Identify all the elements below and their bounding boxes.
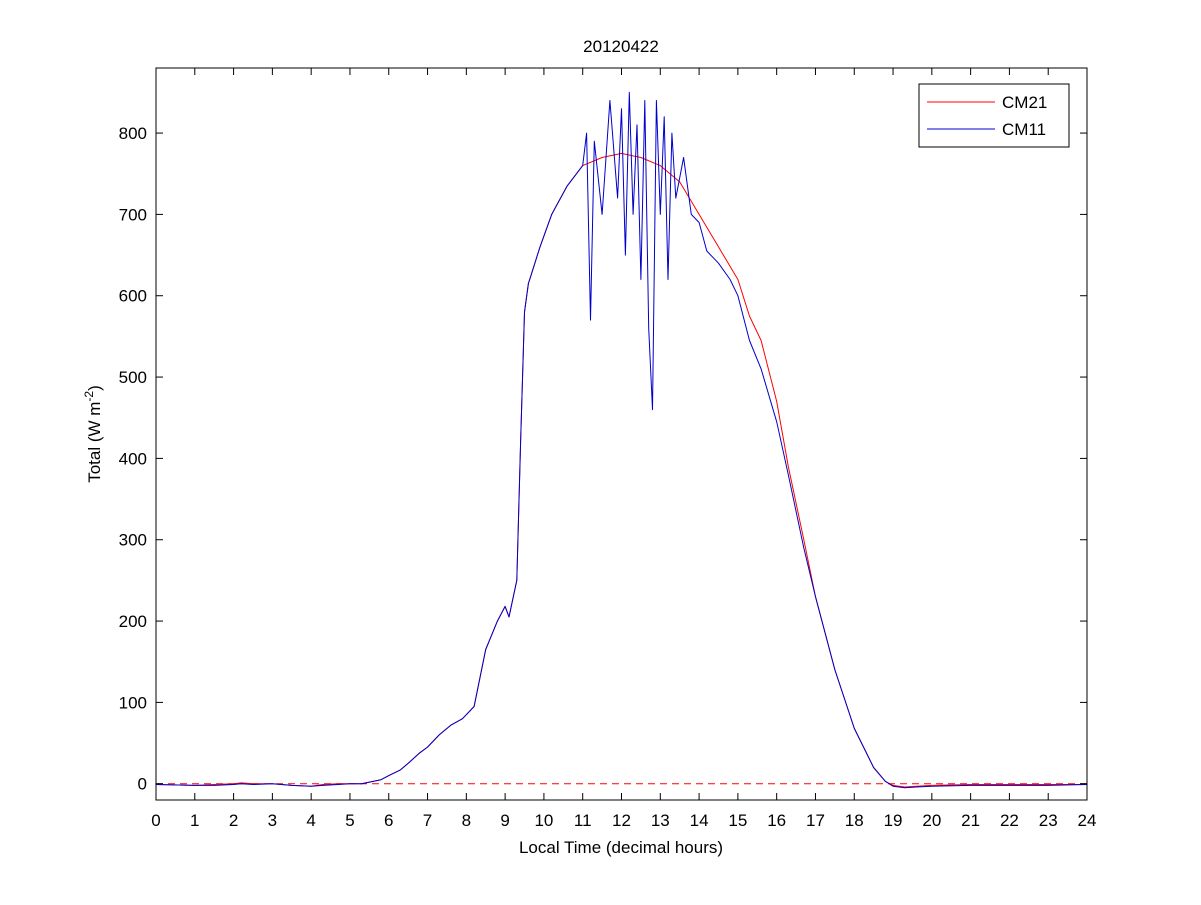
x-tick-label: 17 [806, 811, 825, 830]
x-tick-label: 12 [612, 811, 631, 830]
y-tick-label: 0 [138, 775, 147, 794]
x-tick-label: 10 [534, 811, 553, 830]
y-axis-label-suffix: ) [85, 385, 104, 391]
y-axis-label-main: Total (W m [85, 402, 104, 483]
x-tick-label: 7 [423, 811, 432, 830]
y-tick-label: 500 [119, 368, 147, 387]
x-tick-label: 24 [1078, 811, 1097, 830]
x-tick-label: 4 [306, 811, 315, 830]
x-tick-label: 19 [884, 811, 903, 830]
x-tick-label: 2 [229, 811, 238, 830]
y-tick-label: 600 [119, 287, 147, 306]
x-tick-label: 20 [922, 811, 941, 830]
legend-label-cm11: CM11 [1002, 120, 1046, 139]
x-tick-label: 1 [190, 811, 199, 830]
x-tick-label: 21 [961, 811, 980, 830]
x-tick-label: 18 [845, 811, 864, 830]
x-tick-label: 13 [651, 811, 670, 830]
y-axis-label: Total (W m-2) [82, 385, 104, 483]
x-tick-label: 9 [500, 811, 509, 830]
series-line-cm11 [155, 91, 1088, 789]
chart-title: 20120422 [583, 37, 659, 56]
x-tick-label: 11 [574, 811, 592, 830]
x-tick-label: 5 [345, 811, 354, 830]
y-tick-label: 100 [119, 693, 147, 712]
x-tick-label: 15 [728, 811, 747, 830]
x-tick-label: 3 [268, 811, 277, 830]
x-tick-label: 14 [690, 811, 709, 830]
x-tick-label: 6 [384, 811, 393, 830]
legend-label-cm21: CM21 [1002, 93, 1047, 112]
x-axis-label: Local Time (decimal hours) [519, 838, 723, 857]
y-tick-label: 400 [119, 449, 147, 468]
plot-area [156, 68, 1087, 800]
x-tick-label: 16 [767, 811, 786, 830]
legend: CM21 CM11 [918, 83, 1070, 148]
y-tick-label: 800 [119, 124, 147, 143]
x-tick-label: 8 [462, 811, 471, 830]
y-tick-label: 700 [119, 205, 147, 224]
x-tick-label: 0 [151, 811, 160, 830]
x-tick-label: 22 [1000, 811, 1019, 830]
legend-box [918, 83, 1070, 148]
y-tick-label: 200 [119, 612, 147, 631]
x-tick-label: 23 [1039, 811, 1058, 830]
y-axis-label-superscript: -2 [82, 391, 96, 402]
y-tick-label: 300 [119, 531, 147, 550]
